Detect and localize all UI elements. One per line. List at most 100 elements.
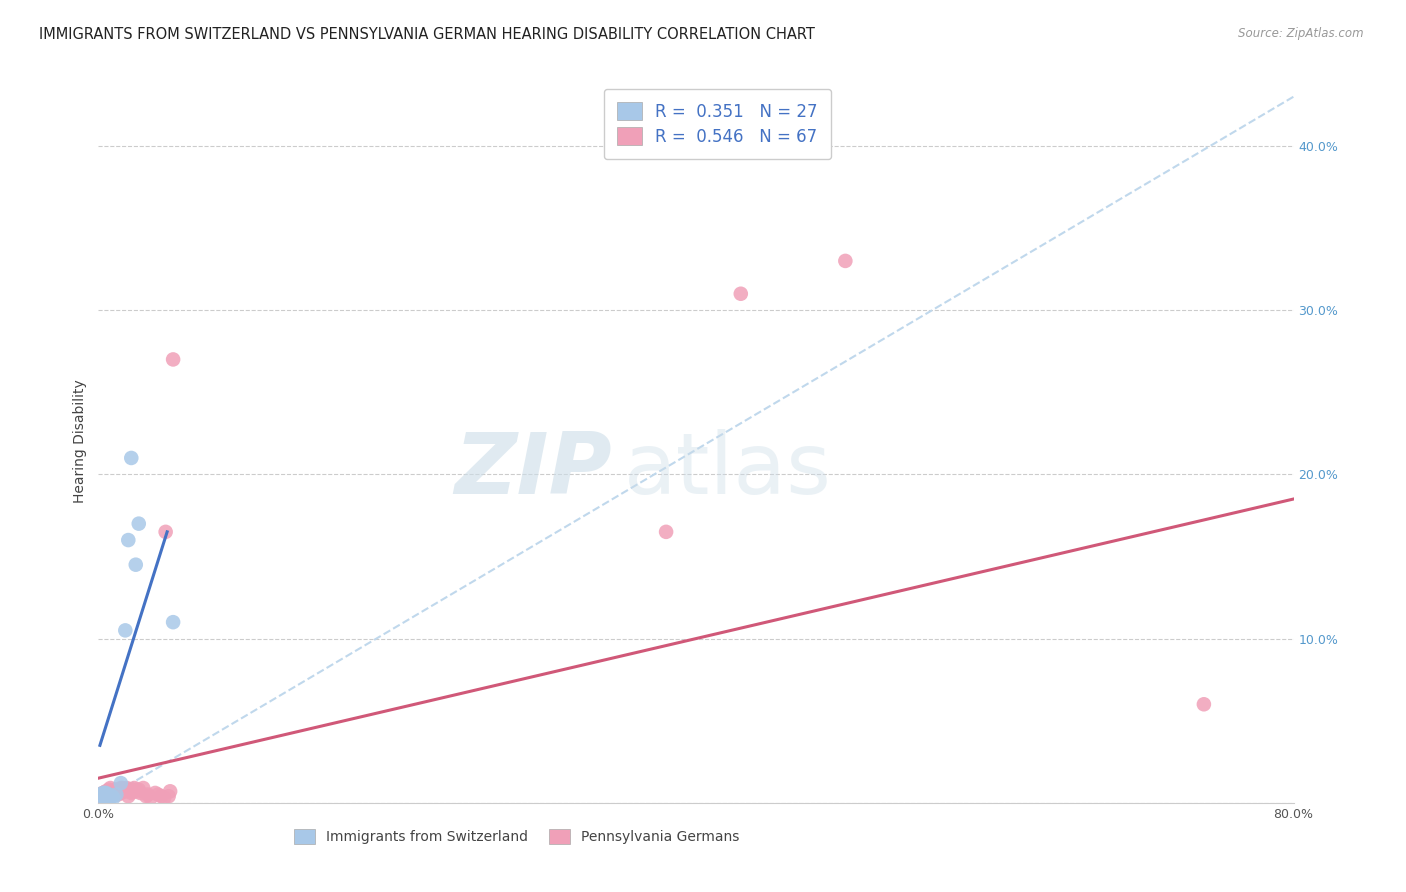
Point	[118, 784, 141, 798]
Point	[96, 789, 118, 804]
Point	[114, 782, 136, 797]
Point	[96, 788, 118, 802]
Point	[89, 788, 111, 802]
Point	[93, 786, 115, 800]
Y-axis label: Hearing Disability: Hearing Disability	[73, 380, 87, 503]
Point	[150, 789, 173, 804]
Point	[93, 788, 115, 802]
Point	[114, 784, 136, 798]
Point	[115, 780, 138, 795]
Point	[128, 516, 150, 531]
Point	[96, 786, 118, 800]
Point	[91, 789, 114, 804]
Point	[117, 533, 139, 547]
Point	[143, 786, 166, 800]
Point	[101, 784, 124, 798]
Point	[96, 790, 118, 805]
Text: atlas: atlas	[624, 429, 832, 512]
Point	[98, 786, 122, 800]
Point	[730, 286, 752, 301]
Point	[655, 524, 678, 539]
Point	[162, 352, 184, 367]
Point	[94, 786, 117, 800]
Point	[162, 615, 184, 630]
Point	[91, 788, 114, 802]
Text: Source: ZipAtlas.com: Source: ZipAtlas.com	[1239, 27, 1364, 40]
Point	[110, 780, 132, 795]
Point	[97, 788, 120, 802]
Point	[97, 789, 120, 804]
Point	[155, 524, 177, 539]
Point	[117, 789, 139, 804]
Point	[111, 780, 134, 795]
Point	[91, 789, 114, 804]
Point	[114, 624, 136, 638]
Point	[103, 790, 125, 805]
Point	[96, 788, 118, 802]
Point	[107, 784, 129, 798]
Point	[93, 788, 115, 802]
Point	[93, 786, 115, 800]
Point	[1192, 698, 1215, 712]
Point	[120, 450, 142, 465]
Point	[91, 786, 114, 800]
Point	[98, 780, 122, 795]
Point	[97, 784, 120, 798]
Point	[93, 789, 115, 804]
Point	[93, 790, 115, 805]
Point	[129, 786, 152, 800]
Point	[139, 790, 162, 805]
Point	[107, 788, 129, 802]
Point	[103, 786, 125, 800]
Point	[112, 784, 135, 798]
Point	[111, 782, 134, 797]
Point	[148, 788, 170, 802]
Point	[128, 782, 150, 797]
Point	[101, 786, 124, 800]
Point	[120, 782, 142, 797]
Point	[125, 558, 148, 572]
Point	[91, 786, 114, 800]
Point	[97, 782, 120, 797]
Point	[94, 789, 117, 804]
Point	[159, 784, 181, 798]
Point	[94, 784, 117, 798]
Text: IMMIGRANTS FROM SWITZERLAND VS PENNSYLVANIA GERMAN HEARING DISABILITY CORRELATIO: IMMIGRANTS FROM SWITZERLAND VS PENNSYLVA…	[39, 27, 815, 42]
Point	[834, 253, 856, 268]
Point	[90, 789, 112, 804]
Point	[97, 788, 120, 802]
Point	[110, 786, 132, 800]
Point	[90, 788, 112, 802]
Legend: Immigrants from Switzerland, Pennsylvania Germans: Immigrants from Switzerland, Pennsylvani…	[288, 823, 745, 850]
Point	[98, 790, 122, 805]
Point	[135, 789, 157, 804]
Point	[103, 784, 125, 798]
Point	[97, 786, 120, 800]
Point	[127, 784, 149, 798]
Point	[94, 788, 117, 802]
Point	[108, 782, 131, 797]
Point	[101, 789, 124, 804]
Point	[136, 788, 159, 802]
Point	[121, 784, 143, 798]
Point	[90, 788, 112, 802]
Point	[124, 780, 146, 795]
Point	[105, 782, 128, 797]
Point	[110, 776, 132, 790]
Point	[108, 784, 131, 798]
Point	[153, 790, 176, 805]
Point	[105, 786, 128, 800]
Point	[91, 788, 114, 802]
Point	[104, 788, 127, 802]
Point	[132, 780, 155, 795]
Point	[90, 789, 112, 804]
Point	[98, 784, 122, 798]
Point	[89, 788, 111, 802]
Point	[125, 782, 148, 797]
Point	[157, 789, 180, 804]
Point	[105, 788, 128, 802]
Point	[94, 788, 117, 802]
Text: ZIP: ZIP	[454, 429, 613, 512]
Point	[104, 782, 127, 797]
Point	[120, 786, 142, 800]
